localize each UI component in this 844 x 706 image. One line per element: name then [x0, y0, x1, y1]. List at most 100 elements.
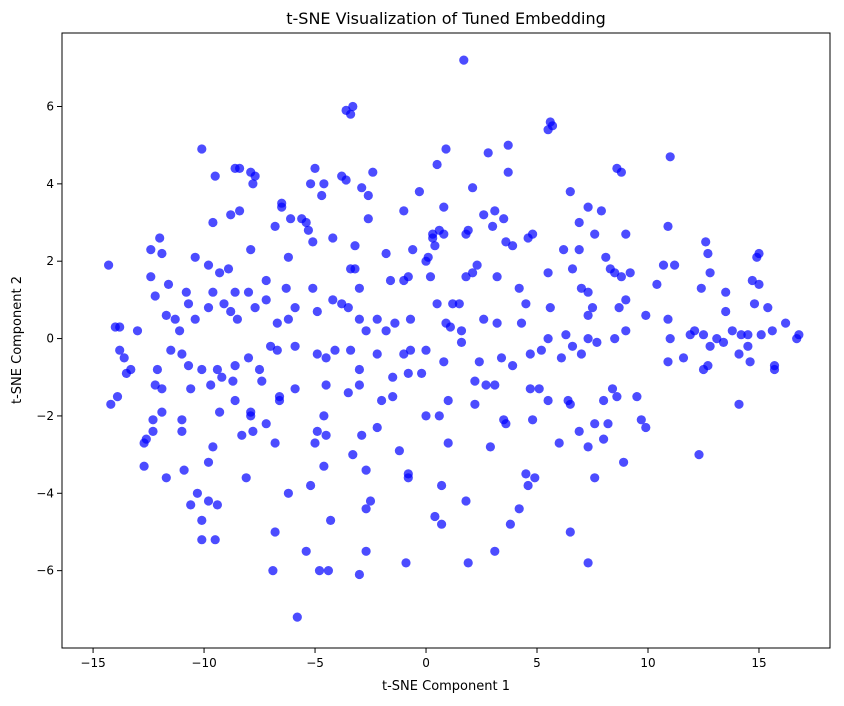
scatter-point — [217, 372, 227, 382]
scatter-point — [421, 345, 431, 355]
scatter-point — [283, 252, 293, 262]
scatter-point — [203, 496, 214, 506]
scatter-point — [490, 380, 500, 390]
plot-frame — [61, 32, 831, 649]
scatter-point — [161, 310, 171, 320]
scatter-point — [456, 326, 467, 336]
scatter-point — [448, 299, 458, 309]
scatter-point — [368, 167, 378, 177]
scatter-point — [468, 268, 478, 278]
scatter-point — [219, 299, 229, 309]
scatter-point — [152, 364, 162, 375]
scatter-point — [543, 334, 553, 344]
scatter-point — [610, 268, 620, 278]
scatter-point — [734, 399, 744, 409]
scatter-point — [690, 326, 700, 336]
scatter-point — [756, 330, 766, 340]
scatter-point — [183, 299, 194, 309]
scatter-point — [106, 399, 116, 409]
scatter-point — [319, 461, 329, 471]
scatter-point — [228, 376, 238, 386]
scatter-point — [361, 546, 371, 556]
scatter-point — [601, 252, 611, 262]
scatter-point — [139, 438, 149, 448]
scatter-point — [354, 569, 364, 580]
scatter-point — [576, 283, 587, 293]
scatter-point — [430, 241, 440, 251]
scatter-point — [747, 275, 757, 286]
scatter-point — [230, 287, 240, 297]
scatter-point — [587, 303, 598, 313]
scatter-point — [736, 330, 746, 340]
scatter-point — [521, 469, 531, 479]
scatter-point — [246, 245, 256, 255]
y-axis-label: t-SNE Component 2 — [10, 276, 25, 404]
scatter-point — [261, 419, 271, 429]
scatter-point — [503, 140, 513, 150]
scatter-point — [266, 341, 276, 351]
scatter-point — [243, 287, 254, 297]
scatter-point — [479, 210, 489, 220]
scatter-point — [261, 295, 271, 305]
scatter-point — [348, 101, 358, 112]
scatter-point — [186, 384, 196, 394]
scatter-point — [403, 469, 413, 479]
scatter-point — [514, 283, 524, 293]
scatter-point — [523, 480, 533, 491]
scatter-point — [763, 303, 773, 313]
scatter-point — [445, 322, 455, 332]
scatter-point — [148, 426, 158, 436]
scatter-point — [612, 392, 622, 402]
scatter-point — [215, 407, 225, 417]
scatter-point — [414, 187, 424, 197]
scatter-point — [261, 275, 271, 286]
scatter-point — [348, 450, 358, 460]
scatter-point — [155, 233, 165, 243]
scatter-point — [536, 345, 547, 355]
scatter-point — [670, 260, 680, 270]
scatter-point — [481, 380, 491, 390]
scatter-point — [794, 330, 804, 340]
scatter-point — [177, 415, 187, 425]
scatter-point — [576, 349, 587, 359]
y-tick-label: 0 — [46, 332, 54, 346]
scatter-point — [528, 229, 538, 239]
scatter-point — [632, 392, 642, 402]
scatter-point — [361, 326, 371, 336]
scatter-point — [230, 395, 240, 406]
scatter-point — [565, 527, 575, 537]
scatter-point — [456, 337, 467, 347]
scatter-point — [146, 245, 156, 255]
scatter-point — [303, 225, 313, 235]
scatter-point — [208, 217, 218, 228]
scatter-point — [246, 411, 256, 421]
scatter-point — [208, 442, 218, 452]
scatter-point — [326, 515, 336, 526]
scatter-point — [641, 310, 651, 320]
scatter-point — [270, 527, 280, 537]
scatter-point — [432, 159, 442, 170]
scatter-point — [439, 229, 449, 239]
scatter-point — [314, 566, 325, 576]
scatter-point — [590, 229, 600, 239]
scatter-point — [354, 314, 364, 324]
scatter-point — [525, 384, 535, 394]
x-tick-label: 10 — [640, 656, 655, 670]
scatter-point — [698, 330, 709, 340]
scatter-point — [583, 334, 593, 344]
scatter-point — [590, 473, 600, 483]
scatter-point — [203, 260, 214, 270]
scatter-point — [485, 442, 495, 452]
scatter-point — [583, 310, 593, 320]
scatter-point — [341, 175, 351, 185]
x-tick-label: 15 — [751, 656, 766, 670]
scatter-point — [157, 384, 167, 394]
scatter-point — [565, 187, 575, 197]
scatter-point — [394, 446, 404, 456]
scatter-point — [157, 407, 167, 417]
scatter-point — [590, 419, 600, 429]
scatter-point — [192, 488, 202, 498]
scatter-point — [283, 488, 293, 498]
scatter-point — [470, 399, 480, 409]
